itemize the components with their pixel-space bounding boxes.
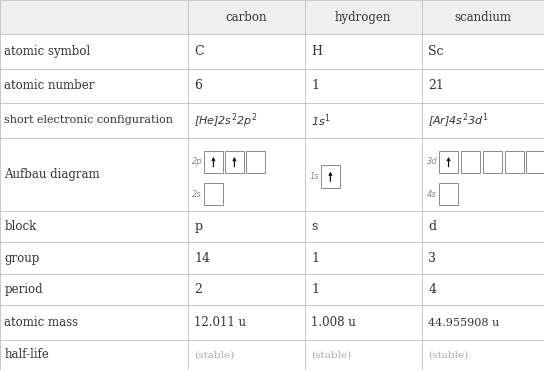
- Text: hydrogen: hydrogen: [335, 11, 391, 24]
- Bar: [0, 274, 188, 305]
- Bar: [527, 151, 544, 173]
- Bar: [305, 138, 422, 211]
- Text: Aufbau diagram: Aufbau diagram: [4, 168, 100, 181]
- Bar: [305, 274, 422, 305]
- Text: [He]2$s^2$2$p^2$: [He]2$s^2$2$p^2$: [194, 111, 257, 130]
- Text: H: H: [311, 45, 322, 58]
- Bar: [438, 183, 458, 205]
- Bar: [246, 151, 265, 173]
- Bar: [461, 151, 480, 173]
- Bar: [305, 69, 422, 103]
- Bar: [188, 305, 305, 340]
- Text: 1: 1: [311, 283, 319, 296]
- Bar: [0, 305, 188, 340]
- Bar: [0, 69, 188, 103]
- Text: block: block: [4, 220, 36, 233]
- Bar: [225, 151, 244, 173]
- Text: (stable): (stable): [428, 350, 468, 359]
- Text: scandium: scandium: [454, 11, 511, 24]
- Bar: [422, 103, 544, 138]
- Bar: [204, 183, 222, 205]
- Text: 1.008 u: 1.008 u: [311, 316, 356, 329]
- Bar: [188, 103, 305, 138]
- Bar: [422, 34, 544, 69]
- Bar: [188, 69, 305, 103]
- Text: 2: 2: [194, 283, 202, 296]
- Bar: [422, 242, 544, 274]
- Text: 2s: 2s: [193, 189, 202, 199]
- Text: period: period: [4, 283, 43, 296]
- Bar: [422, 340, 544, 370]
- Text: (stable): (stable): [194, 350, 234, 359]
- Text: C: C: [194, 45, 204, 58]
- Bar: [0, 34, 188, 69]
- Text: d: d: [428, 220, 436, 233]
- Bar: [483, 151, 502, 173]
- Text: p: p: [194, 220, 202, 233]
- Bar: [422, 69, 544, 103]
- Bar: [188, 34, 305, 69]
- Bar: [422, 211, 544, 242]
- Bar: [438, 151, 458, 173]
- Text: 1: 1: [311, 80, 319, 92]
- Bar: [305, 0, 422, 34]
- Bar: [0, 242, 188, 274]
- Bar: [0, 0, 188, 34]
- Text: s: s: [311, 220, 318, 233]
- Bar: [0, 340, 188, 370]
- Text: [Ar]4$s^2$3$d^1$: [Ar]4$s^2$3$d^1$: [428, 111, 489, 130]
- Text: carbon: carbon: [225, 11, 267, 24]
- Bar: [188, 274, 305, 305]
- Text: (stable): (stable): [311, 350, 351, 359]
- Bar: [305, 103, 422, 138]
- Bar: [305, 242, 422, 274]
- Bar: [188, 242, 305, 274]
- Bar: [305, 305, 422, 340]
- Bar: [188, 0, 305, 34]
- Text: group: group: [4, 252, 40, 265]
- Text: 21: 21: [428, 80, 444, 92]
- Text: 4: 4: [428, 283, 436, 296]
- Text: atomic symbol: atomic symbol: [4, 45, 91, 58]
- Text: atomic mass: atomic mass: [4, 316, 78, 329]
- Bar: [188, 340, 305, 370]
- Text: 2p: 2p: [193, 157, 203, 166]
- Bar: [305, 211, 422, 242]
- Bar: [422, 274, 544, 305]
- Text: 44.955908 u: 44.955908 u: [428, 317, 499, 327]
- Text: Sc: Sc: [428, 45, 443, 58]
- Bar: [0, 211, 188, 242]
- Text: 1s: 1s: [310, 172, 319, 181]
- Bar: [321, 165, 339, 188]
- Text: 3d: 3d: [426, 157, 437, 166]
- Bar: [422, 138, 544, 211]
- Bar: [0, 138, 188, 211]
- Bar: [204, 151, 222, 173]
- Bar: [0, 103, 188, 138]
- Bar: [188, 138, 305, 211]
- Bar: [188, 211, 305, 242]
- Text: atomic number: atomic number: [4, 80, 95, 92]
- Text: 12.011 u: 12.011 u: [194, 316, 246, 329]
- Text: 6: 6: [194, 80, 202, 92]
- Text: half-life: half-life: [4, 349, 49, 361]
- Text: short electronic configuration: short electronic configuration: [4, 115, 174, 125]
- Text: 14: 14: [194, 252, 210, 265]
- Bar: [422, 305, 544, 340]
- Bar: [504, 151, 524, 173]
- Text: 3: 3: [428, 252, 436, 265]
- Bar: [422, 0, 544, 34]
- Bar: [305, 34, 422, 69]
- Text: 1$s^1$: 1$s^1$: [311, 112, 331, 129]
- Text: 1: 1: [311, 252, 319, 265]
- Text: 4s: 4s: [426, 189, 436, 199]
- Bar: [305, 340, 422, 370]
